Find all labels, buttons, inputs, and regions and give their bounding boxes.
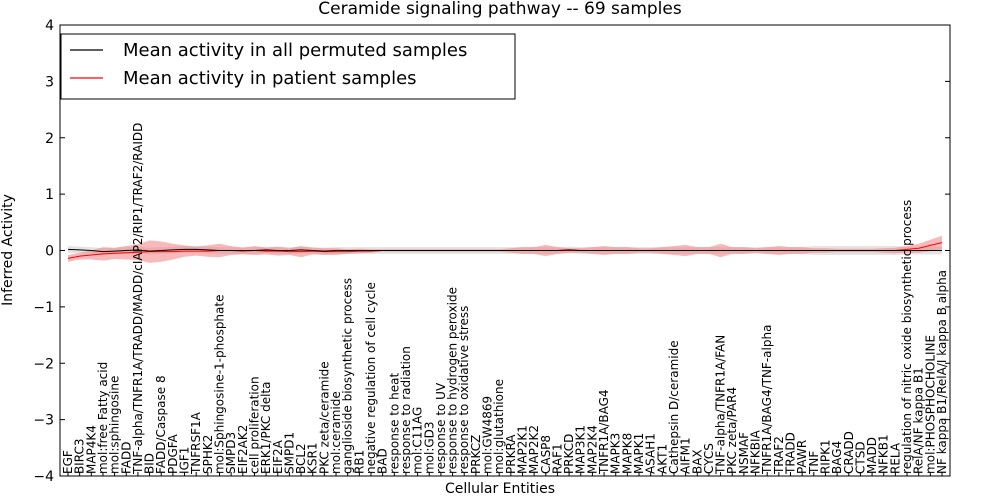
x-tick-label: NFKB1: [877, 434, 891, 474]
x-tick-label: Cathepsin D/ceramide: [667, 340, 681, 474]
x-tick-label: PKC zeta/ceramide: [317, 361, 331, 474]
x-tick-label: TNFRSF1A: [189, 411, 203, 475]
x-tick-label: AIFM1: [679, 437, 693, 474]
x-tick-label: ASAH1: [644, 433, 658, 474]
x-tick-label: response to UV: [434, 382, 448, 474]
y-tick-label: 0: [45, 244, 54, 260]
x-tick-label: IGF1: [178, 447, 192, 474]
x-tick-label: CTSD: [853, 441, 867, 474]
x-tick-label: TNF-alpha/TNFR1A/FAN: [714, 335, 728, 475]
x-tick-label: MAPK3: [609, 433, 623, 474]
x-tick-label: PRKRA: [504, 434, 518, 474]
x-tick-label: CYCS: [702, 443, 716, 474]
x-tick-label: RIPK1: [819, 439, 833, 474]
x-tick-label: FADD/Caspase 8: [154, 375, 168, 474]
x-tick-label: ERK1/PKC delta: [259, 381, 273, 474]
x-tick-label: MAP2K1: [516, 425, 530, 474]
line-permuted: [67, 248, 942, 253]
y-tick-label: −4: [33, 469, 54, 485]
y-tick-label: 3: [45, 74, 54, 90]
x-tick-label: EIF2AK2: [236, 425, 250, 474]
x-tick-label: TNFR1A/BAG4: [597, 389, 611, 475]
x-tick-label: CRADD: [842, 431, 856, 474]
legend: Mean activity in all permuted samples Me…: [60, 33, 516, 100]
x-tick-label: EIF2A: [271, 439, 285, 474]
legend-label-permuted: Mean activity in all permuted samples: [123, 40, 467, 61]
x-tick-label: EGF: [61, 450, 75, 474]
x-tick-label: SMPD3: [224, 432, 238, 474]
x-tick-label: mol:free Fatty acid: [96, 362, 110, 474]
y-axis: −4 −3 −2 −1 0 1 2 3 4: [33, 18, 950, 485]
x-tick-label: PRKCZ: [469, 435, 483, 474]
y-tick-label: 4: [45, 18, 54, 34]
x-tick-label: mol:GW4869: [481, 396, 495, 474]
legend-frame: [60, 33, 516, 100]
x-tick-label: TNF: [807, 451, 821, 475]
x-tick-label: BAG4: [830, 441, 844, 474]
x-tick-label: RAF1: [550, 443, 564, 474]
x-tick-label: BIRC3: [73, 439, 87, 475]
x-tick-label: BCL2: [294, 443, 308, 474]
x-tick-label: TRAF2: [772, 436, 786, 475]
x-tick-label: response to radiation: [399, 346, 413, 474]
x-tick-label: BAX: [690, 449, 704, 474]
x-tick-label: NF kappa B1/RelA/I kappa B alpha: [935, 270, 949, 474]
x-tick-label: AKT1: [655, 444, 669, 474]
x-tick-label: TNFR1A/BAG4/TNF-alpha: [760, 325, 774, 475]
x-tick-label: RB1: [352, 450, 366, 474]
x-tick-label: MAP4K4: [84, 425, 98, 474]
x-tick-label: cell proliferation: [248, 376, 262, 474]
y-tick-label: 1: [45, 187, 54, 203]
series-lines: [67, 242, 943, 259]
x-tick-label: BAD: [376, 448, 390, 474]
x-tick-label: mol:sphingosine: [108, 376, 122, 474]
x-tick-label: ganglioside biosynthetic process: [341, 278, 355, 474]
y-tick-label: −1: [33, 300, 54, 316]
x-tick-label: NSMAF: [737, 432, 751, 474]
x-tick-label: CASP8: [539, 435, 553, 474]
x-tick-label: SMPD1: [282, 432, 296, 474]
x-tick-label: mol:GD3: [422, 421, 436, 474]
x-tick-label: mol:Sphingosine-1-phosphate: [213, 295, 227, 475]
x-tick-label: regulation of nitric oxide biosynthetic …: [900, 200, 914, 474]
x-tick-label: RelA/NF kappa B1: [912, 367, 926, 474]
x-tick-label: RELA: [888, 442, 902, 474]
x-tick-label: FADD: [119, 442, 133, 475]
band-patient: [68, 235, 942, 263]
x-tick-label: mol:C11AG: [411, 407, 425, 474]
x-tick-label: MADD: [865, 437, 879, 474]
x-tick-label: PKC zeta/PAR4: [725, 387, 739, 474]
x-tick-label: response to oxidative stress: [457, 306, 471, 474]
x-tick-label: BID: [143, 453, 157, 474]
y-axis-label: Inferred Activity: [0, 194, 16, 306]
y-tick-label: −3: [33, 413, 54, 429]
x-tick-label: PAWR: [795, 440, 809, 474]
x-tick-label: MAP2K4: [585, 425, 599, 474]
x-tick-label: negative regulation of cell cycle: [364, 282, 378, 474]
x-tick-label: mol:PHOSPHOCHOLINE: [923, 335, 937, 474]
x-tick-label: response to hydrogen peroxide: [446, 287, 460, 474]
x-tick-label: response to heat: [387, 372, 401, 474]
x-tick-label: NFKBIA: [749, 429, 763, 474]
x-tick-label: KSR1: [306, 443, 320, 474]
x-tick-label: MAP3K1: [574, 425, 588, 474]
x-tick-label: TNF-alpha/TNFR1A/TRADD/MADD/cIAP2/RIP1/T…: [131, 123, 145, 475]
y-tick-label: 2: [45, 131, 54, 147]
x-tick-label: PRKCD: [562, 434, 576, 474]
x-tick-label: PDGFA: [166, 433, 180, 474]
x-tick-label: SPHK2: [201, 435, 215, 474]
y-tick-label: −2: [33, 356, 54, 372]
x-tick-label: MAPK8: [620, 433, 634, 474]
x-axis-label: Cellular Entities: [445, 481, 555, 497]
legend-label-patient: Mean activity in patient samples: [123, 68, 417, 89]
x-tick-label: TRADD: [784, 432, 798, 475]
x-tick-label: mol:ceramide: [329, 391, 343, 474]
x-tick-label: MAP2K2: [527, 425, 541, 474]
chart-title: Ceramide signaling pathway -- 69 samples: [318, 0, 682, 19]
x-tick-label: MAPK1: [632, 433, 646, 474]
x-tick-label: mol:glutathione: [492, 379, 506, 474]
